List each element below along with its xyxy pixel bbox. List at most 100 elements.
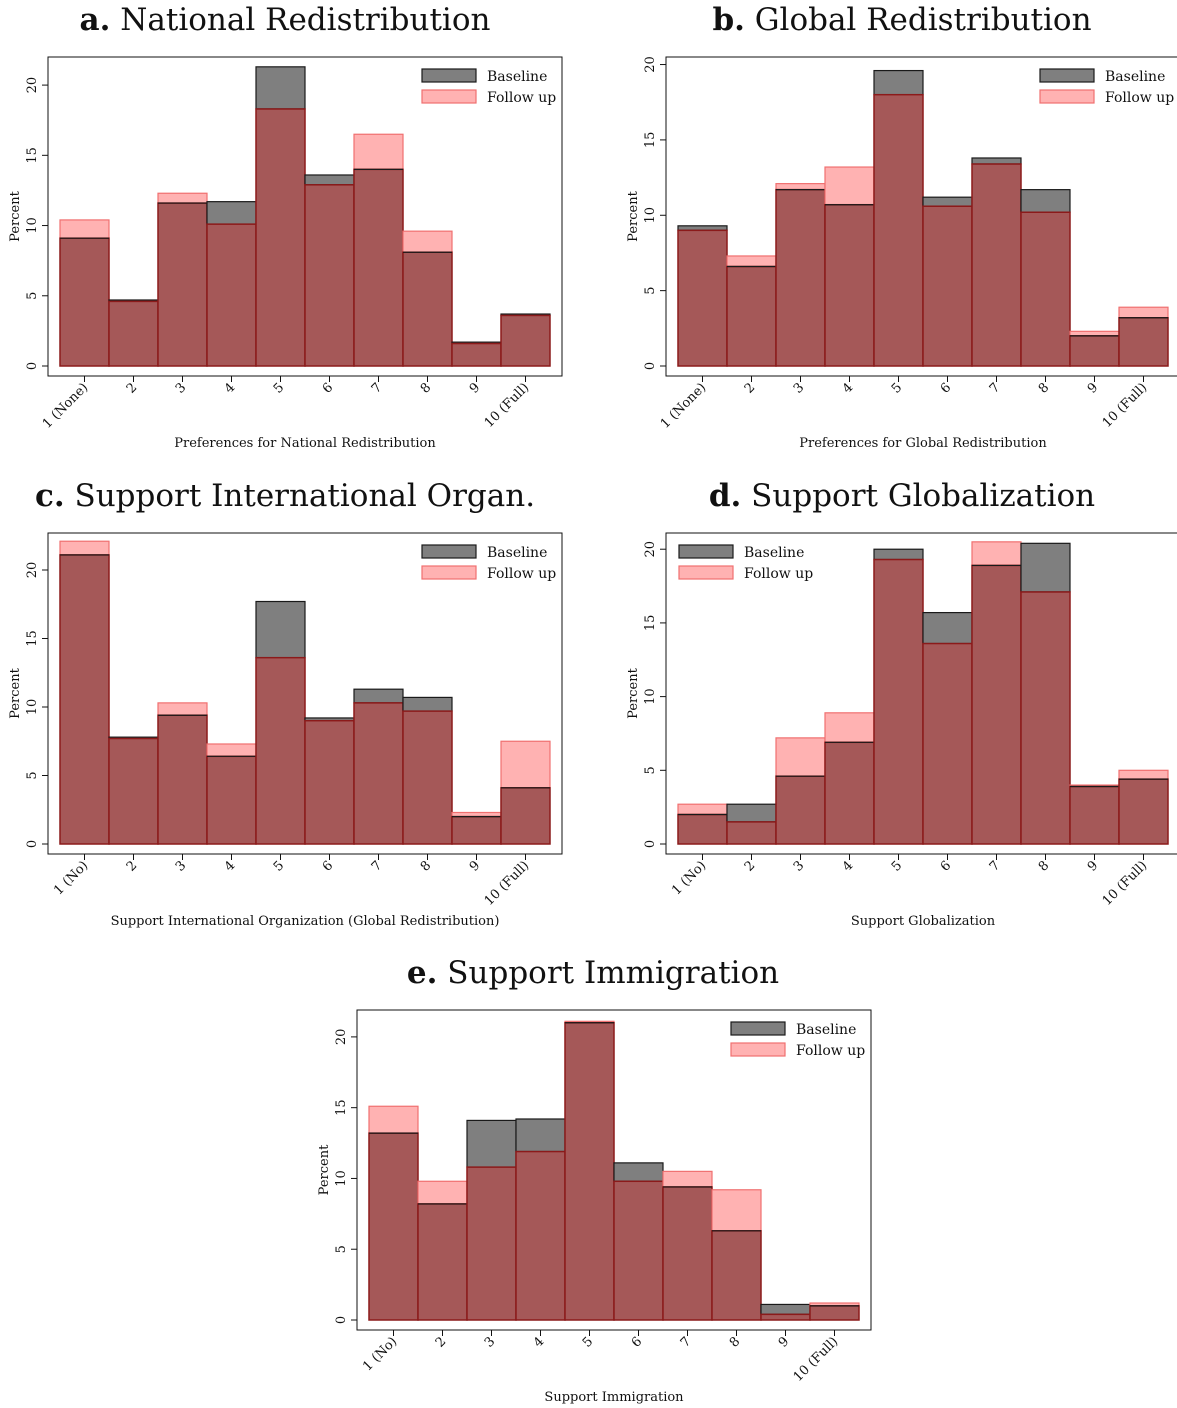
x-tick-label: 1 (No) xyxy=(360,1334,400,1374)
y-tick-label: 10 xyxy=(643,207,658,224)
bar-overlap xyxy=(255,656,306,845)
bar-overlap xyxy=(108,737,159,845)
bar-overlap xyxy=(726,821,777,845)
x-tick-label: 6 xyxy=(320,380,336,396)
bar-follow-up xyxy=(417,1180,468,1205)
bar-overlap xyxy=(1020,591,1071,845)
bar-overlap xyxy=(726,265,777,367)
x-tick-label: 7 xyxy=(987,858,1003,874)
bar-baseline xyxy=(466,1119,517,1168)
panel-title: e. Support Immigration xyxy=(407,955,779,991)
bar-overlap xyxy=(873,558,924,845)
legend-label-baseline: Baseline xyxy=(487,545,547,561)
panel-b: b. Global Redistribution 0 5 10 15 20 Percent 1… xyxy=(626,2,1177,451)
legend-label-follow-up: Follow up xyxy=(1105,90,1174,106)
x-tick-label: 3 xyxy=(482,1334,498,1350)
y-tick-label: 15 xyxy=(25,147,40,164)
bar-overlap xyxy=(157,714,208,845)
y-tick-label: 20 xyxy=(25,77,40,94)
bar-baseline xyxy=(255,600,306,659)
bar-follow-up xyxy=(59,540,110,556)
y-axis-title: Percent xyxy=(317,1144,332,1195)
x-tick-label: 4 xyxy=(222,858,238,874)
bar-overlap xyxy=(500,787,551,845)
bar-follow-up xyxy=(726,255,777,268)
legend-label-follow-up: Follow up xyxy=(796,1043,865,1059)
legend-swatch-baseline xyxy=(421,544,477,559)
bar-overlap xyxy=(59,554,110,845)
bar-overlap xyxy=(402,251,453,367)
bar-follow-up xyxy=(677,803,728,816)
y-tick-label: 15 xyxy=(643,132,658,149)
bar-overlap xyxy=(613,1180,664,1321)
bar-baseline xyxy=(922,196,973,207)
bar-baseline xyxy=(1020,542,1071,593)
bar-follow-up xyxy=(1118,306,1169,319)
bar-overlap xyxy=(971,564,1022,845)
legend-swatch-baseline xyxy=(1039,68,1095,83)
x-tick-label: 10 (Full) xyxy=(482,380,533,431)
bar-overlap xyxy=(711,1230,762,1321)
bar-overlap xyxy=(1069,335,1120,367)
bar-overlap xyxy=(108,300,159,367)
legend-label-baseline: Baseline xyxy=(487,69,547,85)
bar-baseline xyxy=(515,1118,566,1153)
y-tick-label: 0 xyxy=(643,362,658,370)
y-axis-title: Percent xyxy=(8,190,23,241)
x-tick-label: 10 (Full) xyxy=(1100,858,1151,909)
bar-overlap xyxy=(402,710,453,845)
bar-overlap xyxy=(922,205,973,367)
bar-overlap xyxy=(564,1021,615,1321)
bar-overlap xyxy=(922,642,973,845)
bar-overlap xyxy=(677,229,728,367)
legend-label-follow-up: Follow up xyxy=(487,566,556,582)
x-tick-label: 8 xyxy=(1036,858,1052,874)
panel-e: e. Support Immigration 0 5 10 15 20 Percent 1 (… xyxy=(317,955,872,1405)
bar-overlap xyxy=(451,815,502,845)
x-tick-label: 7 xyxy=(369,380,385,396)
panel-title-text: Support Globalization xyxy=(741,478,1095,514)
legend-swatch-follow-up xyxy=(678,565,734,580)
bar-overlap xyxy=(304,184,355,367)
x-axis-title: Preferences for National Redistribution xyxy=(174,436,436,451)
bar-follow-up xyxy=(711,1189,762,1232)
x-tick-label: 1 (No) xyxy=(51,858,91,898)
x-tick-label: 7 xyxy=(369,858,385,874)
panel-letter: a. xyxy=(80,2,111,38)
y-tick-label: 20 xyxy=(334,1029,349,1046)
y-tick-label: 5 xyxy=(334,1245,349,1253)
legend-swatch-follow-up xyxy=(730,1042,786,1057)
x-axis-title: Support Globalization xyxy=(851,914,996,929)
x-tick-label: 9 xyxy=(1085,858,1101,874)
x-tick-label: 4 xyxy=(531,1334,547,1350)
y-tick-label: 0 xyxy=(25,362,40,370)
x-tick-label: 9 xyxy=(776,1334,792,1350)
y-tick-label: 10 xyxy=(25,699,40,716)
panel-title: a. National Redistribution xyxy=(80,2,491,38)
bar-follow-up xyxy=(775,183,826,191)
x-tick-label: 6 xyxy=(938,380,954,396)
bar-follow-up xyxy=(157,702,208,716)
x-tick-label: 5 xyxy=(889,380,905,396)
x-tick-label: 1 (No) xyxy=(669,858,709,898)
legend-swatch-baseline xyxy=(730,1021,786,1036)
x-tick-label: 8 xyxy=(418,858,434,874)
y-tick-label: 20 xyxy=(643,541,658,558)
bar-overlap xyxy=(809,1305,860,1321)
x-tick-label: 5 xyxy=(271,858,287,874)
panel-letter: e. xyxy=(407,955,438,991)
bar-follow-up xyxy=(1118,769,1169,780)
bar-overlap xyxy=(971,163,1022,367)
panel-title-text: Support International Organ. xyxy=(65,478,535,514)
bar-overlap xyxy=(760,1313,811,1321)
bar-overlap xyxy=(775,775,826,845)
legend-swatch-follow-up xyxy=(421,89,477,104)
x-tick-label: 2 xyxy=(433,1334,449,1350)
bar-follow-up xyxy=(353,133,404,170)
panel-letter: c. xyxy=(35,478,65,514)
panel-d: d. Support Globalization 0 5 10 15 20 Percent 1… xyxy=(626,478,1177,929)
x-tick-label: 4 xyxy=(222,380,238,396)
bar-baseline xyxy=(304,174,355,186)
y-tick-label: 5 xyxy=(25,292,40,300)
